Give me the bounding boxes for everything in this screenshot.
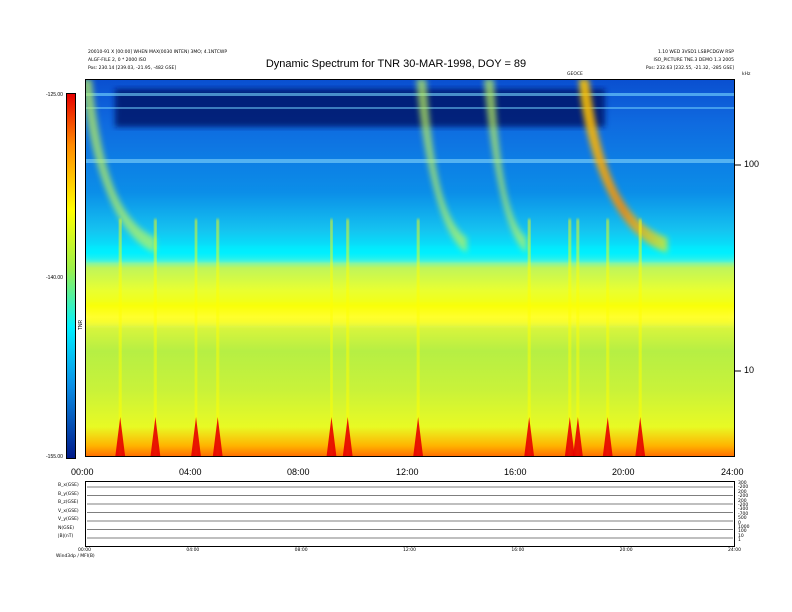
spectrogram-svg xyxy=(85,79,735,457)
parameter-time-3: 12:00 xyxy=(403,548,416,553)
parameter-time-5: 20:00 xyxy=(619,548,633,553)
spike-7 xyxy=(527,219,531,457)
parameter-range-10: 1000 xyxy=(738,525,750,530)
parameter-label-2: B_z(GSE) xyxy=(58,500,79,505)
parameter-range-2: 200 xyxy=(738,489,747,495)
x-tick-5: 20:00 xyxy=(612,467,635,477)
spike-base-5 xyxy=(342,417,353,457)
spike-4 xyxy=(330,219,333,457)
parameter-label-1: B_y(GSE) xyxy=(58,491,79,497)
header-left-line3: Pos: 230.14 [239.03, -21.95, -482 GSE] xyxy=(88,66,177,71)
parameter-range-7: -700 xyxy=(738,511,749,517)
spike-3 xyxy=(216,219,219,457)
spike-5 xyxy=(346,219,349,457)
spike-base-0 xyxy=(115,417,126,457)
cyan-band xyxy=(85,247,735,261)
horizontal-line-2 xyxy=(85,107,735,109)
horizontal-line-3 xyxy=(85,159,735,163)
spike-2 xyxy=(194,219,198,457)
spike-base-10 xyxy=(602,417,613,457)
parameter-time-1: 04:00 xyxy=(186,548,200,553)
parameter-range-13: 1 xyxy=(738,538,741,544)
spectrogram-background xyxy=(85,79,735,457)
parameter-time-2: 08:00 xyxy=(294,548,308,553)
y-tick-10: 10 xyxy=(744,365,755,375)
x-tick-1: 04:00 xyxy=(179,467,202,477)
plot-frame xyxy=(85,79,735,457)
x-tick-6: 24:00 xyxy=(721,467,744,477)
x-tick-0: 00:00 xyxy=(71,467,94,477)
parameter-range-3: -200 xyxy=(738,494,749,500)
parameter-label-6: |B|(nT) xyxy=(58,534,74,539)
right-axis xyxy=(735,164,741,372)
horizontal-line-1 xyxy=(85,93,735,96)
parameter-range-0: 300 xyxy=(738,481,747,486)
spike-base-3 xyxy=(212,417,223,457)
spike-base-2 xyxy=(191,417,202,457)
spike-base-4 xyxy=(326,417,337,457)
parameter-label-4: V_y(GSE) xyxy=(58,517,79,522)
spike-8 xyxy=(568,219,571,457)
parameter-panel xyxy=(85,481,735,547)
khz-label: kHz xyxy=(742,72,751,77)
header-right-line1: 1.10 WED 3VSD1 LSBPCDGW RSP xyxy=(657,50,734,55)
parameter-time-4: 16:00 xyxy=(511,548,525,553)
spike-base-6 xyxy=(413,417,424,457)
spike-group xyxy=(115,219,646,457)
parameter-range-12: 10 xyxy=(738,533,744,539)
burst-feature-2 xyxy=(483,79,527,253)
y-tick-100: 100 xyxy=(744,159,760,169)
x-tick-4: 16:00 xyxy=(504,467,527,477)
spike-9 xyxy=(576,219,580,457)
parameter-time-6: 24:00 xyxy=(728,548,741,553)
colorbar xyxy=(66,93,76,459)
colorbar-label: TNR xyxy=(78,319,85,331)
header-left-line1: 20010-91 X [00:00] WHEN MAX(0030 INTEN) … xyxy=(88,50,228,55)
spike-base-8 xyxy=(564,417,575,457)
spike-10 xyxy=(606,219,609,457)
spike-base-9 xyxy=(572,417,583,457)
chart-title: Dynamic Spectrum for TNR 30-MAR-1998, DO… xyxy=(265,58,527,70)
burst-feature-3 xyxy=(578,79,668,253)
colorbar-tick-bottom: -155.00 xyxy=(46,454,63,460)
parameter-range-9: 0 xyxy=(738,520,741,526)
spike-base-7 xyxy=(524,417,535,457)
burst-feature-1 xyxy=(416,79,467,253)
parameter-range-8: 500 xyxy=(738,516,747,522)
colorbar-tick-top: -125.00 xyxy=(46,92,63,98)
parameter-traces xyxy=(87,486,733,539)
parameter-range-5: -200 xyxy=(738,503,749,508)
burst-group xyxy=(85,79,668,253)
parameter-range-11: 100 xyxy=(738,529,747,535)
spike-6 xyxy=(416,219,420,457)
parameter-frame xyxy=(85,481,735,547)
spike-1 xyxy=(154,219,157,457)
parameter-label-5: N(GSE) xyxy=(58,525,75,531)
spike-base-1 xyxy=(150,417,161,457)
parameter-range-6: -300 xyxy=(738,507,749,513)
footer-left: Wind3dp / MFI(B) xyxy=(56,554,95,559)
spike-base-11 xyxy=(635,417,646,457)
x-tick-3: 12:00 xyxy=(396,467,419,477)
parameter-time-0: 00:00 xyxy=(78,548,91,553)
marker-label: GEOCE xyxy=(567,72,583,77)
parameter-label-3: V_x(GSE) xyxy=(58,508,79,514)
parameter-range-1: -200 xyxy=(738,485,749,491)
colorbar-tick-mid: -140.00 xyxy=(46,275,63,281)
header-right-line3: Pos: 232.63 [232.55, -21.32, -285 GSE] xyxy=(645,66,734,71)
burst-feature-0 xyxy=(85,79,156,253)
x-tick-2: 08:00 xyxy=(287,467,310,477)
header-right-line2: ISO_PICTURE TNE.3 DEMO 1.3 2005 xyxy=(653,58,735,63)
spike-11 xyxy=(639,219,642,457)
spike-0 xyxy=(119,219,122,457)
parameter-label-0: B_x(GSE) xyxy=(58,483,79,488)
header-left-line2: ALGF-FILE 2, 0 * 2000 ISO xyxy=(88,58,147,63)
yellow-band xyxy=(85,304,735,324)
parameter-range-4: 200 xyxy=(738,498,747,504)
